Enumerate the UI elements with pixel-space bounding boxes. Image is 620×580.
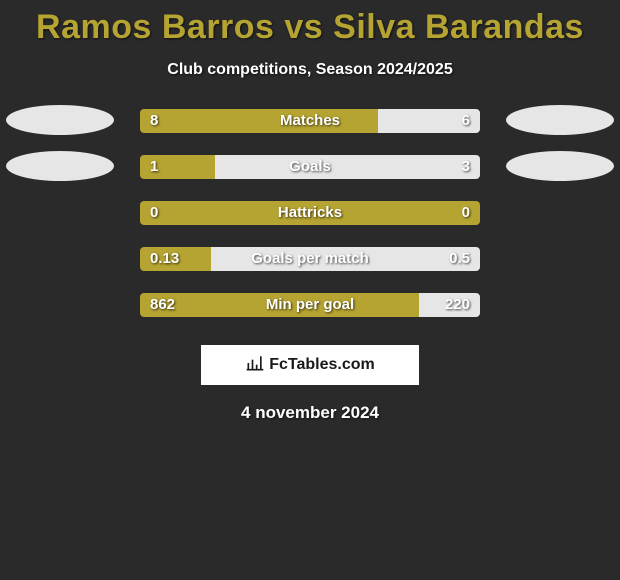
bar-track [140,155,480,179]
player-marker-left [6,151,114,181]
comparison-row: 00Hattricks [0,201,620,247]
date-label: 4 november 2024 [0,403,620,423]
right-value: 220 [445,293,470,317]
bar-track [140,109,480,133]
bar-track [140,201,480,225]
left-value: 0.13 [150,247,179,271]
left-value: 0 [150,201,158,225]
comparison-row: 0.130.5Goals per match [0,247,620,293]
page-subtitle: Club competitions, Season 2024/2025 [0,61,620,79]
left-value: 1 [150,155,158,179]
player-marker-right [506,151,614,181]
right-value: 3 [462,155,470,179]
left-value: 862 [150,293,175,317]
bar-right-fill [215,155,480,179]
comparison-chart: 86Matches13Goals00Hattricks0.130.5Goals … [0,109,620,339]
bar-track [140,293,480,317]
player-marker-left [6,105,114,135]
page-title: Ramos Barros vs Silva Barandas [0,0,620,47]
right-value: 6 [462,109,470,133]
comparison-row: 86Matches [0,109,620,155]
right-value: 0 [462,201,470,225]
left-value: 8 [150,109,158,133]
bar-right-fill [211,247,480,271]
player-marker-right [506,105,614,135]
watermark-text: FcTables.com [269,356,375,374]
watermark-badge: FcTables.com [201,345,419,385]
infographic-container: Ramos Barros vs Silva Barandas Club comp… [0,0,620,580]
bar-track [140,247,480,271]
comparison-row: 862220Min per goal [0,293,620,339]
right-value: 0.5 [449,247,470,271]
bar-chart-icon [245,353,265,378]
comparison-row: 13Goals [0,155,620,201]
